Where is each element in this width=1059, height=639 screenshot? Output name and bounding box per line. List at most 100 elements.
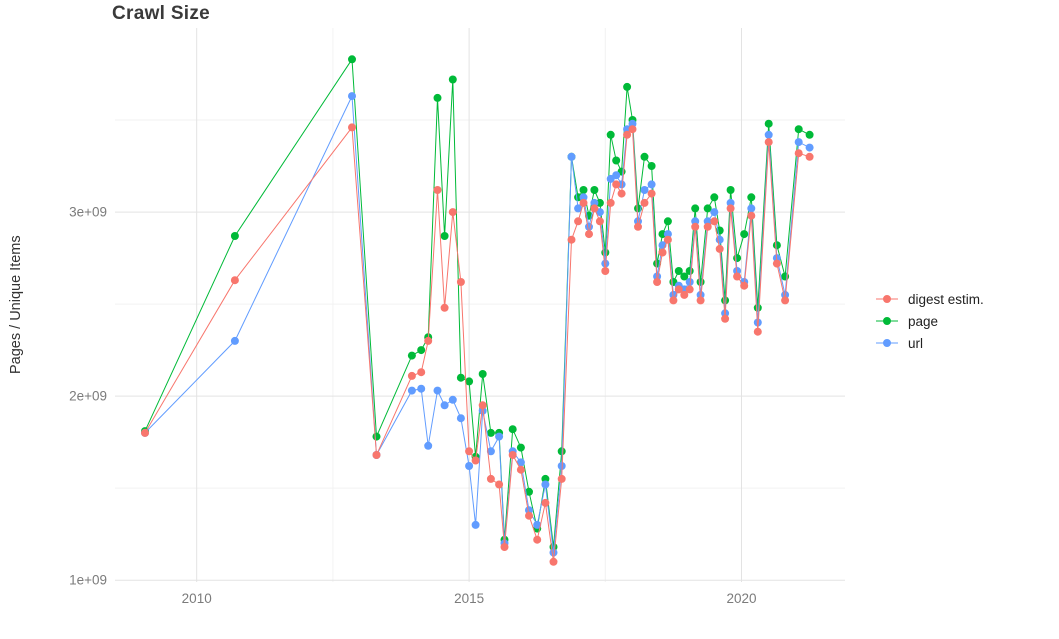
data-point-digest [456,278,465,286]
data-point-url [764,130,773,139]
data-point-digest [500,543,509,551]
data-point-url [612,171,621,180]
data-point-url [549,548,558,557]
data-point-digest [141,428,149,437]
data-point-digest [448,208,457,217]
y-axis-title: Pages / Unique Items [8,235,24,375]
data-point-page [691,204,700,213]
data-point-url [440,401,449,410]
data-point-digest [647,189,656,198]
data-point-digest [579,198,588,207]
data-point-digest [703,222,712,231]
data-point-page [440,232,449,240]
data-point-page [516,443,525,452]
legend-key-dot [883,295,891,303]
data-point-digest [740,281,749,290]
data-point-url [448,395,457,404]
x-tick-label: 2010 [182,591,212,606]
data-point-digest [590,204,599,213]
data-point-url [601,259,610,268]
data-point-digest [781,296,790,305]
x-tick-label: 2020 [726,591,756,606]
data-point-digest [440,303,449,312]
data-point-digest [533,535,542,544]
data-point-page [456,373,465,382]
data-point-digest [663,235,672,244]
data-point-digest [721,314,730,323]
data-point-url [433,386,442,395]
data-point-digest [549,557,558,566]
data-point-digest [516,465,525,474]
data-point-digest [685,285,694,294]
data-point-page [606,130,615,139]
data-point-digest [478,401,487,410]
data-point-page [753,303,762,312]
data-point-page [805,130,814,139]
data-point-page [590,186,599,194]
data-point-page [407,351,416,360]
data-point-page [726,186,735,194]
data-point-digest [772,259,781,268]
data-point-page [747,193,756,202]
legend-key-dot [883,317,891,325]
data-point-digest [674,285,683,294]
data-point-url [585,222,593,231]
data-point-url [805,143,814,152]
data-point-digest [417,368,426,377]
legend-key-page-icon [876,317,898,325]
data-point-digest [805,152,814,161]
legend-label-url: url [908,335,924,351]
data-point-digest [508,451,517,459]
data-point-url [533,520,542,529]
data-point-page [640,152,649,161]
data-point-url [525,506,533,515]
data-point-url [628,119,637,128]
legend-label-page: page [908,313,939,329]
data-point-digest [465,447,474,456]
data-point-url [726,198,735,207]
data-point-digest [585,230,593,239]
data-point-page [478,370,487,378]
data-point-url [471,520,480,529]
data-point-digest [372,451,381,459]
data-point-digest [612,180,621,189]
data-point-digest [424,336,433,345]
data-point-page [764,119,773,128]
data-point-page [740,230,749,239]
data-point-url [230,336,239,345]
y-tick-label: 3e+09 [69,205,107,220]
data-point-digest [794,149,803,158]
data-point-digest [601,267,610,275]
data-point-page [612,156,621,165]
data-point-digest [634,222,642,231]
series-line-page [144,57,810,548]
data-point-url [574,204,583,213]
data-point-digest [471,456,480,465]
data-point-url [703,217,712,226]
data-point-page [680,272,689,281]
data-point-digest [486,474,495,483]
data-point-digest [541,498,550,507]
data-point-page [525,487,533,496]
data-point-page [448,75,457,84]
data-point-digest [710,217,719,226]
data-point-page [348,55,356,64]
series-line-digest [144,126,810,562]
data-point-page [721,296,730,305]
data-point-digest [557,474,566,483]
data-point-page [486,428,495,437]
data-point-page [623,82,632,91]
data-point-digest [433,186,442,194]
data-point-page [794,125,803,134]
data-point-digest [407,371,416,380]
data-point-url [417,384,426,393]
data-point-digest [747,211,756,220]
data-point-page [674,267,683,275]
data-point-page [465,377,474,386]
data-point-page [696,278,705,286]
data-point-digest [567,235,576,244]
data-point-digest [653,278,662,286]
data-point-digest [525,511,533,520]
data-point-url [753,318,762,327]
data-point-digest [230,276,239,285]
